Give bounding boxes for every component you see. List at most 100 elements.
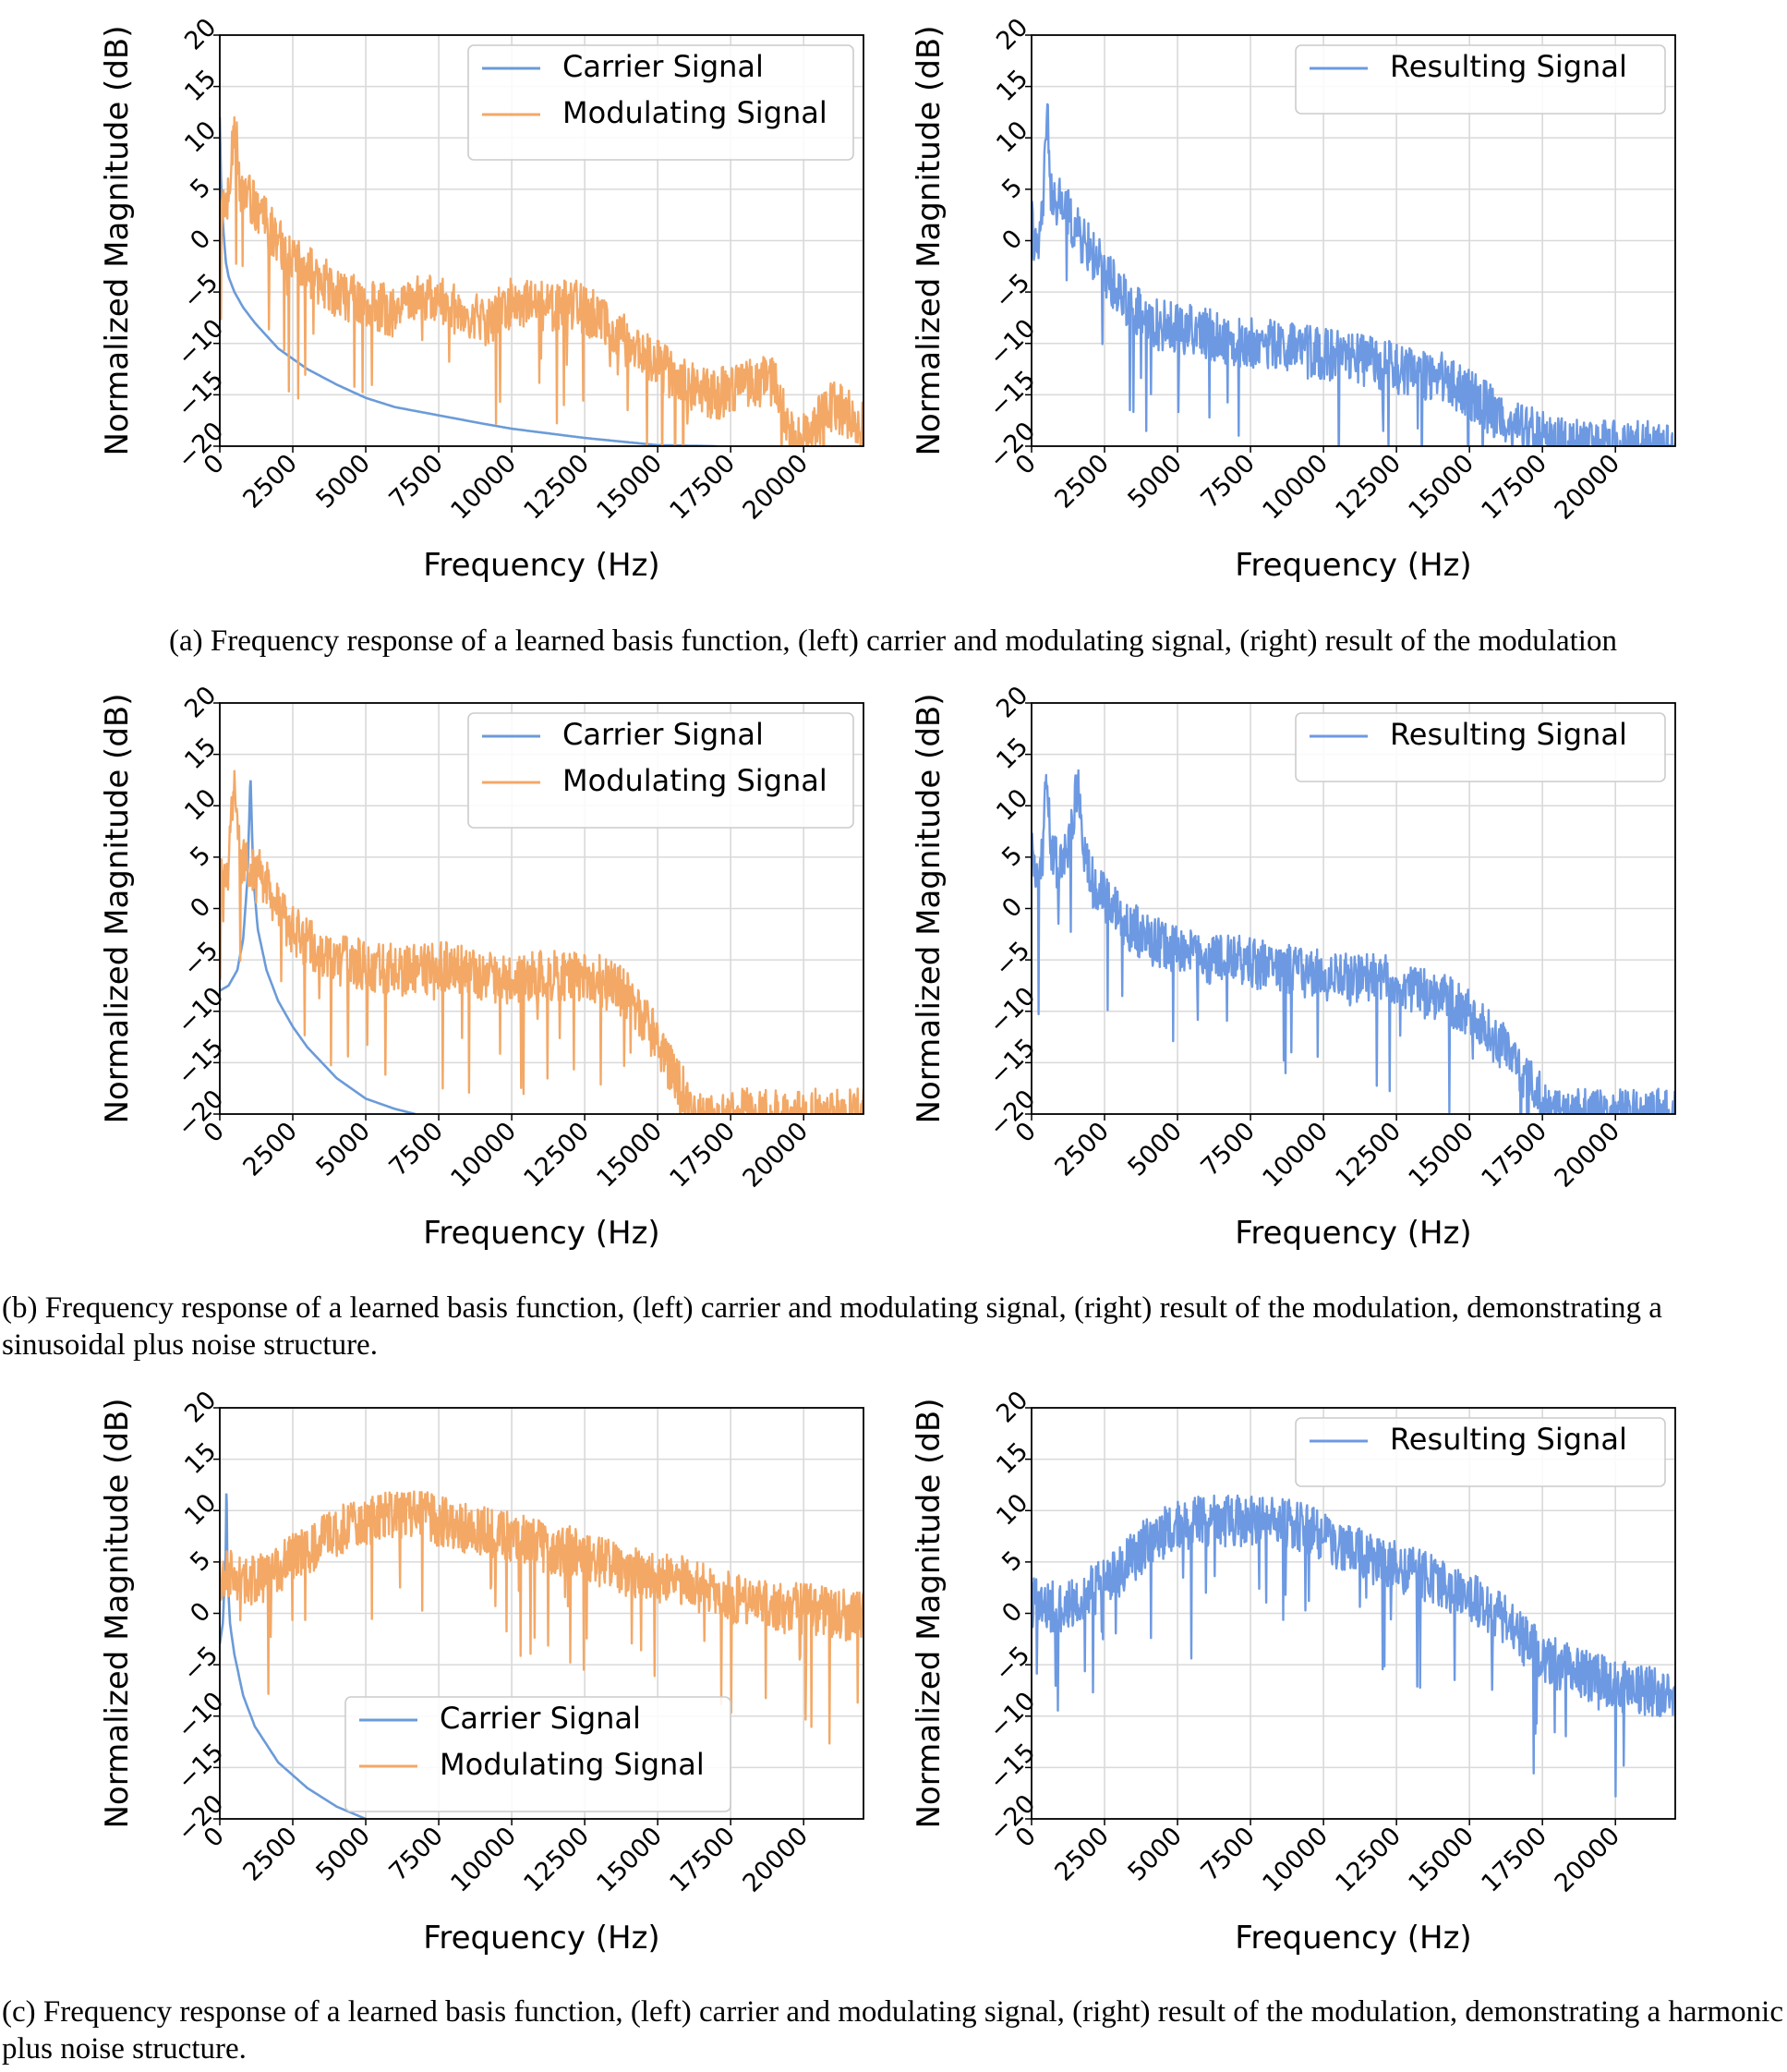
y-tick-label: 0 [996, 224, 1028, 256]
y-tick-label: −15 [172, 1034, 229, 1091]
chart-b-left: 0 2500 5000 75001000012500150001750020000−2… [99, 681, 864, 1252]
y-tick-label: 20 [179, 1386, 222, 1428]
y-tick-label: 15 [179, 1437, 222, 1480]
y-tick-label: −15 [172, 366, 229, 423]
x-tick-label: 5000 [1122, 1117, 1188, 1182]
legend-box [344, 1696, 731, 1812]
x-tick-label: 10000 [445, 1822, 522, 1898]
legend-box [1295, 44, 1666, 115]
series-line-modulating-signal [220, 1490, 863, 1745]
y-tick-label: 20 [179, 681, 222, 723]
y-tick-label: −10 [172, 314, 229, 371]
x-tick-label: 12500 [1330, 1117, 1407, 1194]
y-tick-label: 0 [185, 892, 216, 924]
x-tick-label: 2500 [1049, 449, 1115, 515]
x-tick-label: 12500 [518, 449, 595, 526]
plot-lines [1032, 1494, 1675, 1798]
y-tick-label: −10 [172, 1687, 229, 1744]
plot-lines [220, 1490, 863, 1819]
y-axis-label: Normalized Magnitude (dB) [99, 694, 136, 1124]
y-tick-label: −5 [177, 1641, 223, 1687]
x-axis-label: Frequency (Hz) [1235, 1215, 1471, 1252]
y-axis-label: Normalized Magnitude (dB) [911, 1399, 948, 1829]
x-tick-label: 20000 [737, 1117, 814, 1194]
y-tick-label: −5 [989, 1641, 1035, 1687]
x-tick-label: 12500 [1330, 449, 1407, 526]
x-tick-label: 2500 [237, 1822, 303, 1887]
x-tick-label: 2500 [237, 449, 303, 515]
series-line-resulting-signal [1032, 769, 1675, 1114]
x-tick-label: 15000 [1403, 449, 1479, 526]
x-axis-label: Frequency (Hz) [1235, 1920, 1471, 1957]
y-tick-label: −10 [984, 982, 1041, 1039]
y-tick-label: 5 [996, 1545, 1028, 1577]
legend-label: Resulting Signal [1390, 49, 1627, 84]
y-tick-label: 5 [996, 841, 1028, 872]
y-axis-label: Normalized Magnitude (dB) [99, 1399, 136, 1829]
legend-box [1295, 1417, 1666, 1487]
y-tick-label: 5 [185, 173, 216, 204]
y-tick-label: 10 [991, 115, 1033, 158]
y-tick-label: 15 [991, 733, 1033, 775]
x-tick-label: 10000 [445, 449, 522, 526]
series-line-carrier-signal [220, 1493, 367, 1819]
x-tick-label: 15000 [1403, 1822, 1479, 1898]
series-line-modulating-signal [220, 769, 863, 1114]
x-tick-label: 12500 [518, 1117, 595, 1194]
y-tick-label: 15 [179, 65, 222, 107]
x-tick-label: 12500 [1330, 1822, 1407, 1898]
series-line-resulting-signal [1032, 103, 1675, 446]
x-tick-label: 7500 [384, 1822, 450, 1887]
x-tick-label: 5000 [310, 1117, 376, 1182]
x-tick-label: 15000 [591, 1117, 668, 1194]
y-tick-label: 0 [996, 1597, 1028, 1629]
y-tick-label: 5 [185, 841, 216, 872]
x-axis-label: Frequency (Hz) [423, 1920, 659, 1957]
legend: Resulting Signal [1295, 1417, 1666, 1487]
y-tick-label: −15 [984, 1034, 1041, 1091]
legend: Resulting Signal [1295, 44, 1666, 115]
legend: Resulting Signal [1295, 712, 1666, 782]
y-axis-label: Normalized Magnitude (dB) [911, 694, 948, 1124]
legend-box [1295, 712, 1666, 782]
x-tick-label: 2500 [1049, 1117, 1115, 1182]
chart-b-right: 0 2500 5000 75001000012500150001750020000−2… [911, 681, 1676, 1252]
legend-label: Carrier Signal [440, 1701, 641, 1736]
x-tick-label: 15000 [1403, 1117, 1479, 1194]
y-tick-label: 15 [991, 65, 1033, 107]
x-tick-label: 20000 [737, 449, 814, 526]
x-tick-label: 20000 [737, 1822, 814, 1898]
x-tick-label: 10000 [1257, 1822, 1334, 1898]
x-tick-label: 10000 [445, 1117, 522, 1194]
series-line-resulting-signal [1032, 1494, 1675, 1798]
legend-label: Modulating Signal [562, 763, 827, 798]
y-tick-label: 20 [179, 13, 222, 55]
y-tick-label: −15 [984, 1739, 1041, 1796]
legend: Carrier Signal Modulating Signal [467, 44, 854, 161]
chart-a-right: 0 2500 5000 75001000012500150001750020000−2… [911, 13, 1676, 584]
y-axis-label: Normalized Magnitude (dB) [99, 26, 136, 456]
caption-c: (c) Frequency response of a learned basi… [2, 1995, 1783, 2066]
x-tick-label: 17500 [1476, 449, 1552, 526]
legend-label: Resulting Signal [1390, 1422, 1627, 1457]
x-tick-label: 20000 [1549, 449, 1625, 526]
legend-box [467, 44, 854, 161]
series-line-carrier-signal [220, 780, 417, 1114]
y-tick-label: 0 [185, 224, 216, 256]
y-tick-label: 10 [991, 1488, 1033, 1531]
x-tick-label: 17500 [1476, 1822, 1552, 1898]
caption-a: (a) Frequency response of a learned basi… [169, 624, 1617, 658]
legend-label: Resulting Signal [1390, 717, 1627, 752]
series-line-carrier-signal [220, 116, 717, 446]
y-tick-label: 15 [991, 1437, 1033, 1480]
x-tick-label: 5000 [1122, 1822, 1188, 1887]
x-tick-label: 20000 [1549, 1117, 1625, 1194]
y-tick-label: 5 [996, 173, 1028, 204]
x-tick-label: 2500 [1049, 1822, 1115, 1887]
y-axis-label: Normalized Magnitude (dB) [911, 26, 948, 456]
x-tick-label: 12500 [518, 1822, 595, 1898]
plot-lines [1032, 103, 1675, 446]
y-tick-label: 0 [996, 892, 1028, 924]
y-tick-label: 10 [991, 783, 1033, 826]
